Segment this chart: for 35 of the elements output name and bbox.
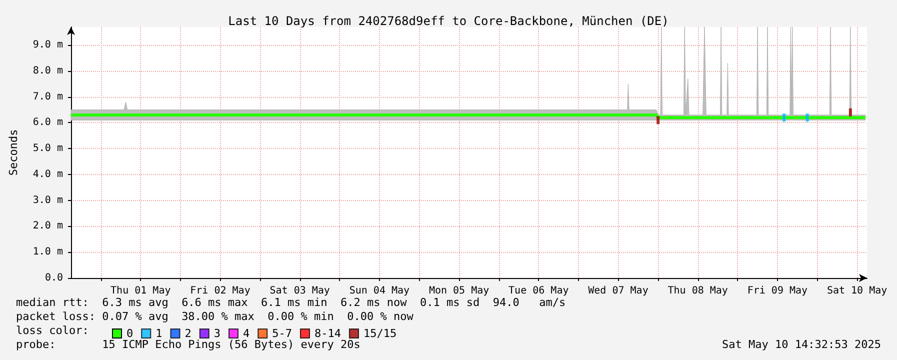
text: probe: 15 ICMP Echo Pings (56 Bytes) every 20s (16, 338, 360, 351)
chart-title: Last 10 Days from 2402768d9eff to Core-Backbone, München (DE) (228, 14, 669, 28)
y-tick-label: 7.0 m (32, 91, 63, 102)
x-tick-label: Fri 02 May (190, 286, 250, 296)
text: median rtt: 6.3 ms avg 6.6 ms max 6.1 ms min 6.2 ms now 0.1 ms sd 94.0 am/s (16, 296, 566, 309)
x-tick-label: Sun 04 May (349, 286, 410, 296)
legend-label: 2 (184, 327, 192, 340)
y-tick-label: 9.0 m (32, 40, 63, 51)
legend-label: 0 (126, 327, 134, 340)
x-tick-label: Thu 08 May (668, 286, 728, 296)
y-tick-label: 3.0 m (32, 194, 63, 206)
y-tick-label: 0.0 (44, 272, 63, 284)
x-tick-label: Sat 03 May (270, 286, 330, 296)
legend-label: 8-14 (314, 327, 342, 340)
y-tick-label: 5.0 m (32, 143, 63, 154)
x-tick-label: Wed 07 May (588, 286, 648, 296)
y-tick-label: 6.0 m (32, 117, 63, 128)
x-tick-label: Mon 05 May (428, 286, 490, 296)
text: Sat May 10 14:32:53 2025 (722, 338, 882, 351)
y-tick-label: 1.0 m (32, 246, 63, 258)
x-tick-label: Sat 10 May (826, 286, 888, 296)
legend-label: 1 (156, 327, 162, 340)
text: packet loss: 0.07 % avg 38.00 % max 0.00 % min 0.00 % now (16, 310, 414, 323)
x-tick-label: Thu 01 May (110, 286, 171, 296)
legend-label: 5-7 (272, 327, 292, 340)
y-axis-title: Seconds (7, 129, 20, 176)
x-tick-label: Tue 06 May (508, 286, 569, 296)
y-tick-label: 2.0 m (32, 220, 63, 232)
legend-title: loss color: (16, 324, 89, 337)
y-tick-label: 4.0 m (32, 168, 63, 180)
x-tick-label: Fri 09 May (747, 286, 808, 296)
legend-label: 4 (242, 327, 250, 340)
legend-label: 15/15 (363, 327, 397, 340)
legend-label: 3 (214, 327, 220, 340)
y-tick-label: 8.0 m (32, 65, 63, 76)
